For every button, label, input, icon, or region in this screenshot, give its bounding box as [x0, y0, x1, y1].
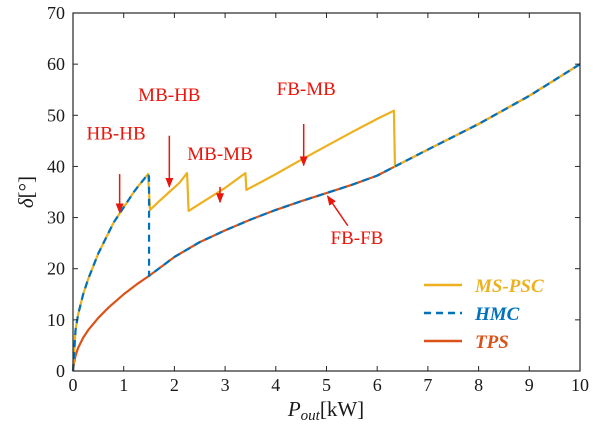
y-tick-label: 50 [47, 105, 65, 125]
tick-layer: 0 1 2 3 4 5 6 7 8 9 10 0 10 20 30 40 50 60 70 [47, 3, 589, 395]
x-tick-label: 10 [571, 375, 589, 395]
x-tick-label: 6 [373, 375, 382, 395]
legend-label: TPS [475, 332, 509, 353]
x-tick-label: 1 [119, 375, 128, 395]
y-tick-label: 30 [47, 208, 65, 228]
annotation-layer: HB-HB MB-HB MB-MB FB-MB FB-FB [87, 79, 384, 249]
y-tick-label: 70 [47, 3, 65, 23]
y-axis-label: δ[°] [14, 176, 38, 208]
y-tick-label: 10 [47, 310, 65, 330]
y-axis-label-symbol: δ [14, 197, 38, 208]
x-tick-label: 5 [322, 375, 331, 395]
annotation-label: MB-HB [138, 85, 200, 106]
y-axis-label-unit: [°] [14, 176, 38, 198]
y-tick-label: 0 [56, 361, 65, 381]
x-tick-label: 9 [525, 375, 534, 395]
y-tick-label: 60 [47, 54, 65, 74]
x-tick-label: 8 [474, 375, 483, 395]
annotation-label: FB-MB [277, 79, 336, 100]
annotation-arrow [326, 195, 349, 227]
x-axis-label-main: P [287, 397, 301, 421]
annotation-label: FB-FB [331, 228, 384, 249]
plot-area: HB-HB MB-HB MB-MB FB-MB FB-FB 0 1 2 3 4 5 6 7 8 9 10 0 1… [47, 3, 589, 395]
legend: MS-PSC HMC TPS [424, 276, 544, 353]
x-tick-label: 4 [271, 375, 280, 395]
x-axis-label-sub: out [301, 408, 321, 424]
x-tick-label: 0 [69, 375, 78, 395]
x-axis-label-unit: [kW] [320, 397, 364, 421]
series-layer [71, 63, 581, 372]
legend-label: HMC [474, 304, 520, 325]
y-tick-label: 40 [47, 156, 65, 176]
annotation-label: MB-MB [187, 144, 252, 165]
x-axis-label: Pout[kW] [287, 397, 364, 424]
x-tick-label: 7 [423, 375, 432, 395]
series-line-hmc [71, 63, 581, 372]
legend-label: MS-PSC [474, 276, 544, 297]
x-tick-label: 2 [170, 375, 179, 395]
annotation-label: HB-HB [87, 123, 146, 144]
x-tick-label: 3 [221, 375, 230, 395]
y-tick-label: 20 [47, 259, 65, 279]
